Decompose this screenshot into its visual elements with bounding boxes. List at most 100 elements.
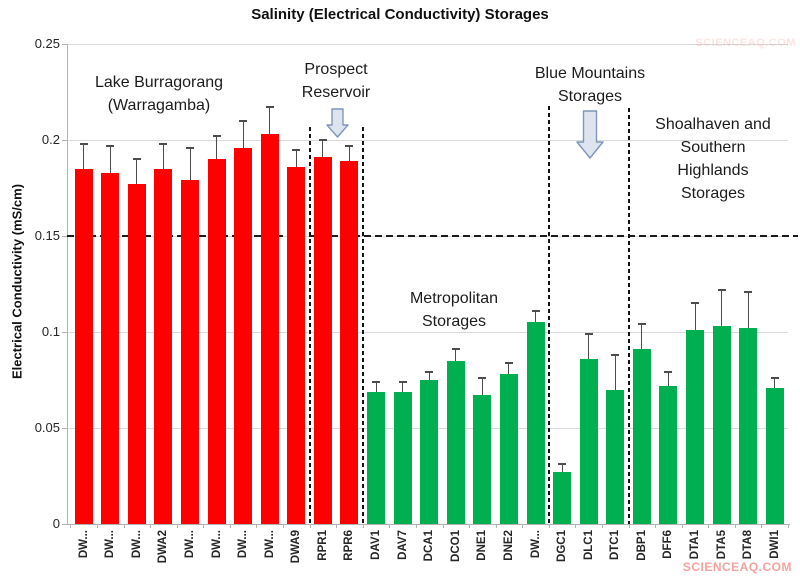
axis-tick [761, 524, 763, 528]
axis-tick [655, 524, 657, 528]
bar [420, 380, 439, 524]
axis-tick [336, 524, 338, 528]
error-bar-cap [159, 142, 168, 145]
axis-tick [283, 524, 285, 528]
axis-tick [415, 524, 417, 528]
separator-line [308, 127, 311, 524]
axis-tick [522, 524, 524, 528]
error-bar [375, 381, 377, 392]
y-tick-label: 0.25 [34, 36, 60, 51]
watermark: SCIENCEAQ.COM [682, 560, 792, 574]
error-bar [242, 120, 244, 148]
down-arrow-icon [325, 108, 349, 138]
error-bar-cap [106, 144, 115, 147]
error-bar [162, 143, 164, 169]
error-bar-cap [770, 377, 779, 380]
bar [101, 172, 120, 524]
x-tick-label: DBP1 [635, 530, 648, 561]
axis-tick [256, 524, 258, 528]
x-tick-label: RPR6 [343, 530, 356, 561]
y-tick-label: 0.2 [41, 132, 60, 147]
axis-tick [62, 236, 67, 237]
error-bar [588, 333, 590, 359]
bar [739, 328, 758, 524]
bar [260, 134, 279, 524]
bar [367, 391, 386, 524]
bar [181, 180, 199, 524]
error-bar [109, 145, 111, 173]
reference-line [67, 235, 798, 237]
gridline [67, 332, 788, 333]
bar [553, 472, 572, 524]
error-bar [428, 372, 430, 380]
axis-tick [362, 524, 364, 528]
x-tick-label: DTC1 [609, 530, 622, 561]
annotation-lake-burragorang: Lake Burragorang (Warragamba) [94, 74, 224, 114]
bar [686, 330, 705, 524]
error-bar [747, 291, 749, 329]
axis-tick [62, 524, 67, 525]
x-tick-label: DAV7 [396, 530, 409, 560]
separator-line [361, 127, 364, 524]
error-bar-cap [584, 332, 593, 335]
error-bar-cap [239, 119, 248, 122]
bar [632, 349, 651, 524]
error-bar-cap [318, 139, 327, 141]
y-tick-label: 0 [52, 516, 60, 531]
axis-tick [176, 524, 178, 528]
y-axis [67, 44, 68, 524]
axis-tick [442, 524, 444, 528]
chart-title: Salinity (Electrical Conductivity) Stora… [251, 6, 549, 23]
bar [234, 147, 253, 524]
x-tick-label: DW... [237, 530, 250, 559]
axis-tick [575, 524, 577, 528]
x-tick-label: DW... [529, 530, 542, 559]
x-tick-label: DFF6 [662, 530, 675, 559]
bar [473, 395, 492, 524]
error-bar-cap [451, 348, 460, 351]
x-axis [67, 524, 790, 525]
x-tick-label: DW... [104, 530, 117, 559]
error-bar-cap [212, 135, 221, 138]
separator-line [627, 108, 630, 524]
error-bar-cap [558, 463, 567, 466]
error-bar [774, 378, 776, 388]
error-bar-cap [132, 158, 141, 161]
error-bar [295, 149, 297, 167]
x-tick-label: DAV1 [370, 530, 383, 560]
axis-tick [708, 524, 710, 528]
axis-tick [62, 428, 67, 429]
axis-tick [123, 524, 125, 528]
axis-tick [70, 524, 72, 528]
error-bar-cap [744, 290, 753, 293]
axis-tick [602, 524, 603, 528]
x-tick-label: DW... [263, 530, 276, 559]
error-bar [322, 140, 324, 158]
error-bar [614, 355, 616, 390]
watermark-faint: SCIENCEAQ.COM [695, 37, 796, 49]
x-tick-label: DW... [210, 530, 223, 559]
x-tick-label: DW... [184, 530, 196, 559]
bar [207, 159, 226, 524]
annotation-shoalhaven-storages: Shoalhaven and Southern Highlands Storag… [655, 116, 771, 202]
annotation-blue-mountains-storages: Blue Mountains Storages [534, 65, 646, 105]
error-bar [641, 324, 643, 350]
x-tick-label: DW... [130, 530, 143, 559]
axis-tick [96, 524, 98, 528]
axis-tick [150, 524, 152, 528]
error-bar-cap [425, 371, 434, 374]
error-bar [481, 378, 483, 396]
error-bar-cap [478, 377, 487, 380]
axis-tick [203, 524, 205, 528]
bar [74, 168, 93, 524]
error-bar-cap [79, 142, 88, 145]
x-tick-label: DWA9 [290, 530, 303, 564]
annotation-metropolitan-storages: Metropolitan Storages [409, 290, 499, 330]
x-tick-label: DW... [77, 530, 90, 559]
axis-tick [734, 524, 736, 528]
bar [606, 389, 625, 524]
x-tick-label: DNE1 [476, 530, 489, 561]
error-bar [216, 136, 218, 160]
error-bar [402, 381, 404, 392]
